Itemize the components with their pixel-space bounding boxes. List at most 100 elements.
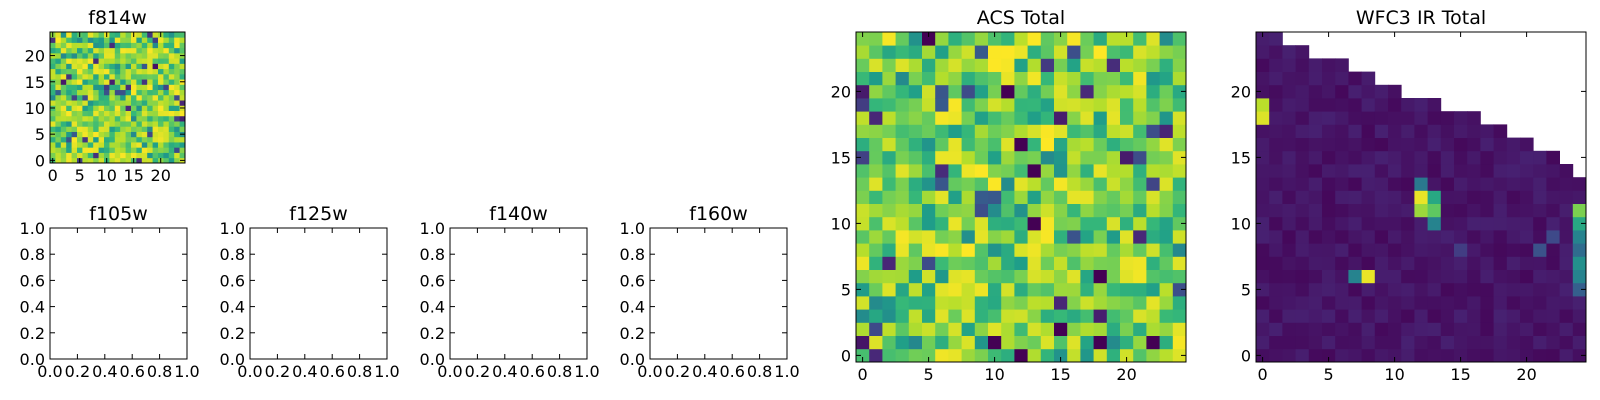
heatmap-cell (1106, 84, 1121, 99)
heatmap-cell (1335, 256, 1349, 270)
heatmap-cell (1361, 243, 1376, 257)
heatmap-cell (114, 58, 121, 64)
heatmap-cell (1146, 256, 1160, 270)
heatmap-cell (136, 73, 143, 80)
heatmap-cell (1559, 309, 1574, 323)
heatmap-cell (1335, 335, 1349, 350)
heatmap-cell (1159, 111, 1174, 125)
heatmap-cell (869, 98, 883, 112)
heatmap-cell (1467, 256, 1481, 270)
heatmap-cell (922, 137, 936, 152)
heatmap-cell (1080, 309, 1094, 323)
heatmap-cell (1040, 124, 1055, 138)
heatmap-cell (1520, 137, 1534, 152)
heatmap-cell (1269, 256, 1283, 270)
heatmap-cell (1480, 309, 1494, 323)
heatmap-cell (988, 256, 1002, 270)
heatmap-cell (1093, 84, 1108, 99)
heatmap-cell (882, 269, 896, 284)
heatmap-cell (1533, 256, 1547, 270)
heatmap-cell (60, 79, 67, 85)
heatmap-cell (55, 121, 62, 127)
heatmap-cell (1269, 243, 1283, 257)
heatmap-cell (114, 157, 121, 164)
heatmap-cell (1480, 282, 1494, 297)
heatmap-cell (125, 68, 132, 75)
heatmap-cell (1440, 348, 1455, 363)
heatmap-cell (141, 32, 148, 38)
heatmap-cell (1001, 164, 1015, 178)
heatmap-cell (869, 32, 883, 46)
heatmap-cell (1322, 309, 1336, 323)
heatmap-cell (60, 89, 67, 96)
heatmap-cell (1054, 177, 1068, 191)
heatmap-cell (1014, 71, 1028, 86)
panel-title: f814w (88, 7, 147, 29)
heatmap-cell (120, 68, 126, 75)
heatmap-cell (1427, 203, 1442, 218)
heatmap-cell (1480, 243, 1494, 257)
heatmap-cell (1027, 98, 1042, 112)
heatmap-cell (882, 230, 896, 244)
heatmap-cell (1414, 150, 1428, 165)
heatmap-cell (1133, 32, 1147, 46)
heatmap-cell (1172, 322, 1187, 336)
heatmap-cell (66, 115, 72, 122)
heatmap-cell (179, 37, 186, 43)
heatmap-cell (1067, 190, 1081, 204)
heatmap-cell (974, 309, 989, 323)
heatmap-cell (77, 37, 83, 43)
heatmap-cell (1546, 256, 1560, 270)
heatmap-cell (1054, 243, 1068, 257)
heatmap-cell (1040, 230, 1055, 244)
heatmap-cell (1374, 177, 1389, 191)
y-tick-label: 5 (841, 280, 851, 299)
heatmap-cell (55, 79, 62, 85)
heatmap-cell (131, 84, 137, 91)
heatmap-cell (1374, 322, 1389, 336)
heatmap-cell (1414, 296, 1428, 310)
heatmap-cell (1146, 137, 1160, 152)
heatmap-cell (98, 105, 105, 111)
heatmap-cell (120, 73, 126, 80)
heatmap-cell (93, 84, 99, 91)
heatmap-cell (1414, 309, 1428, 323)
heatmap-cell (1014, 58, 1028, 72)
axes-frame (855, 31, 1187, 363)
heatmap-cell (114, 105, 121, 111)
heatmap-cell (1133, 71, 1147, 86)
heatmap-cell (1014, 269, 1028, 284)
heatmap-cell (152, 147, 159, 153)
heatmap-cell (93, 37, 99, 43)
heatmap-cell (109, 110, 116, 117)
heatmap-cell (1335, 124, 1349, 138)
x-tick-label: 0.2 (465, 362, 490, 381)
heatmap-cell (1067, 322, 1081, 336)
heatmap-cell (98, 147, 105, 153)
heatmap-cell (1295, 190, 1310, 204)
y-tick-label: 0.2 (620, 324, 645, 343)
heatmap-cell (1080, 282, 1094, 297)
heatmap-cell (1295, 322, 1310, 336)
heatmap-cell (988, 124, 1002, 138)
y-tick-label: 0.4 (420, 298, 445, 317)
heatmap-cell (1146, 296, 1160, 310)
heatmap-cell (988, 177, 1002, 191)
heatmap-cell (1282, 98, 1296, 112)
heatmap-cell (1040, 45, 1055, 59)
heatmap-cell (93, 105, 99, 111)
heatmap-cell (114, 110, 121, 117)
heatmap-cell (104, 105, 110, 111)
heatmap-cell (895, 309, 910, 323)
heatmap-cell (1146, 203, 1160, 218)
heatmap-cell (961, 45, 976, 59)
heatmap-cell (895, 190, 910, 204)
heatmap-cell (1269, 309, 1283, 323)
heatmap-cell (174, 73, 180, 80)
heatmap-cell (961, 98, 976, 112)
heatmap-cell (163, 63, 170, 70)
heatmap-cell (87, 73, 94, 80)
heatmap-cell (1282, 111, 1296, 125)
x-tick-label: 20 (1516, 365, 1536, 384)
